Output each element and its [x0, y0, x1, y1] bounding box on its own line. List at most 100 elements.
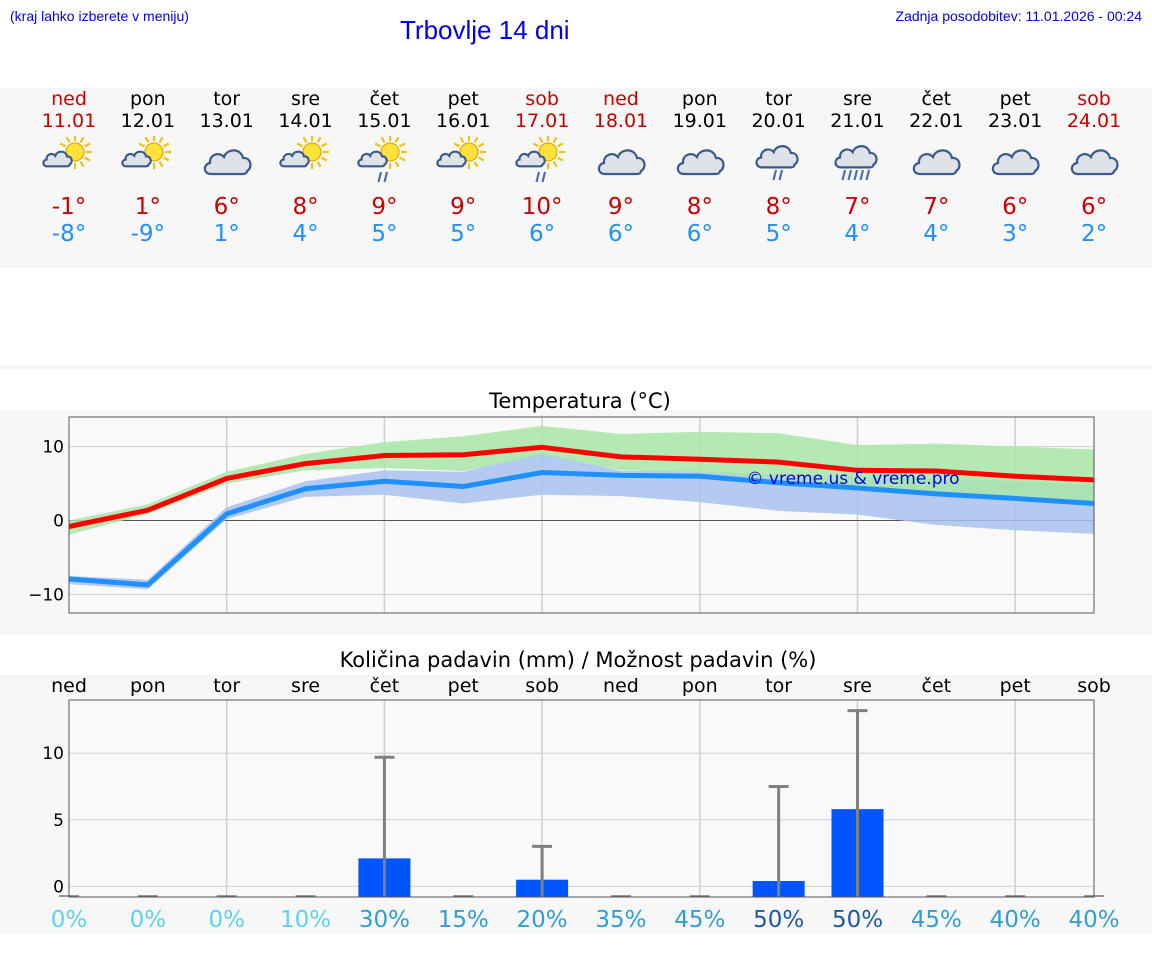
y-tick-label: 0 — [53, 512, 64, 532]
temp-min: 2° — [1080, 221, 1108, 247]
cloud-shape — [436, 150, 468, 168]
temp-min: 4° — [844, 221, 871, 247]
sun-ray — [320, 142, 327, 148]
partly-sunny-icon — [121, 136, 171, 169]
sun-ray — [478, 142, 485, 148]
day-column: pet 23.01 6° 3° — [975, 88, 1055, 248]
temp-max: 10° — [521, 194, 563, 220]
precip-probability: 0% — [130, 907, 167, 933]
sun-ray — [316, 136, 321, 144]
precip-probability: 10% — [280, 907, 331, 933]
rain-drop — [535, 171, 541, 183]
cloudy-icon — [203, 149, 252, 176]
precip-probability: 20% — [517, 907, 568, 933]
max-temp-line — [68, 444, 1095, 529]
x-day-label: pet — [448, 675, 479, 697]
day-column: ned 18.01 9° 6° — [581, 88, 661, 248]
day-date: 21.01 — [830, 110, 885, 132]
partly-sunny-icon — [436, 136, 487, 169]
day-column: sob 24.01 6° 2° — [1054, 88, 1134, 248]
precip-probability: 45% — [911, 907, 962, 933]
cloud-rain-icon — [755, 145, 799, 181]
y-tick-label: 5 — [53, 811, 64, 831]
temp-min: -8° — [51, 221, 87, 247]
day-name: čet — [369, 88, 400, 110]
day-name: ned — [51, 88, 87, 110]
day-name: pet — [999, 88, 1031, 110]
x-day-label: pon — [130, 675, 166, 697]
rain-drop — [852, 169, 858, 181]
partly-sunny-icon — [42, 136, 92, 169]
cloud-shape — [121, 150, 152, 168]
day-name: ned — [603, 88, 639, 110]
day-name: tor — [765, 88, 793, 110]
temp-min: 6° — [686, 221, 713, 247]
day-name: pon — [129, 88, 166, 110]
x-day-label: sre — [291, 675, 320, 697]
temp-min: 4° — [923, 221, 950, 247]
precip-probability: 45% — [674, 907, 725, 933]
sun-cloud-rain-icon — [515, 136, 566, 183]
cloud-shape — [676, 149, 725, 176]
day-date: 13.01 — [199, 110, 254, 132]
temp-min: 5° — [371, 221, 398, 247]
sun-ray — [380, 136, 386, 144]
day-column: tor 20.01 8° 5° — [739, 88, 819, 248]
sun-ray — [552, 136, 558, 144]
partly-sunny-icon — [42, 136, 92, 169]
day-date: 19.01 — [672, 110, 727, 132]
cloud-shape — [515, 150, 546, 168]
temp-max: 7° — [844, 194, 871, 220]
sun-cloud-rain-icon — [357, 136, 408, 183]
max-temp-range-band — [69, 425, 1094, 535]
cloud-shape — [42, 150, 73, 168]
plot-frame — [68, 699, 1095, 898]
temp-max: 9° — [371, 194, 398, 220]
precip-probability: 15% — [438, 907, 489, 933]
sun-ray — [138, 142, 145, 148]
day-date: 18.01 — [593, 110, 649, 132]
precipitation-chart: Količina padavin (mm) / Možnost padavin … — [42, 648, 1119, 933]
sun-ray — [144, 136, 150, 144]
daily-forecast-row: ned 11.01 -1° -8° pon 12.01 1° -9° tor 13.01 6° 1° s… — [0, 88, 1152, 253]
day-column: sre 14.01 8° 4° — [266, 88, 346, 248]
day-column: pet 16.01 9° 5° — [423, 88, 503, 248]
sun-ray — [162, 142, 170, 148]
sun-ray — [538, 136, 544, 144]
cloud-rain-icon — [755, 145, 799, 181]
sun-ray — [162, 156, 170, 162]
day-name: pon — [681, 88, 718, 110]
sun-ray — [557, 156, 564, 162]
cloudy-icon — [991, 149, 1040, 176]
watermark: © vreme.us & vreme.pro — [746, 469, 959, 489]
sun-ray — [302, 136, 307, 144]
x-day-label: sob — [1077, 675, 1111, 697]
sun-cloud-rain-icon — [357, 136, 408, 183]
x-day-label: tor — [765, 675, 792, 697]
menu-hint: (kraj lahko izberete v meniju) — [10, 8, 189, 24]
temp-max: 8° — [292, 194, 319, 220]
cloudy-icon — [676, 149, 725, 176]
precip-probability: 30% — [359, 907, 410, 933]
temp-min: 6° — [529, 221, 556, 247]
cloud-shape — [1070, 149, 1119, 176]
day-name: sob — [1077, 88, 1111, 110]
cloud-shape — [755, 145, 799, 169]
cloud-shape — [597, 149, 646, 176]
partly-sunny-icon — [436, 136, 487, 169]
partly-sunny-icon — [121, 136, 171, 169]
sun-ray — [459, 136, 465, 144]
temp-min: 5° — [765, 221, 792, 247]
sun-ray — [296, 142, 303, 148]
sun-ray — [473, 160, 479, 168]
sun-ray — [316, 160, 321, 168]
precip-probability: 0% — [51, 907, 88, 933]
sun-cloud-rain-icon — [515, 136, 566, 183]
precip-probability: 35% — [595, 907, 646, 933]
x-day-label: ned — [51, 675, 87, 697]
temp-min: 3° — [1002, 221, 1029, 247]
sun-ray — [473, 136, 479, 144]
divider — [0, 365, 1152, 370]
rain-drop — [377, 171, 383, 183]
rain-drop — [778, 169, 783, 181]
